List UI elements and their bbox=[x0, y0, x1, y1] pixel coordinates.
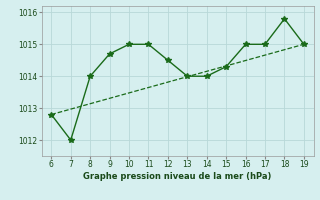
X-axis label: Graphe pression niveau de la mer (hPa): Graphe pression niveau de la mer (hPa) bbox=[84, 172, 272, 181]
